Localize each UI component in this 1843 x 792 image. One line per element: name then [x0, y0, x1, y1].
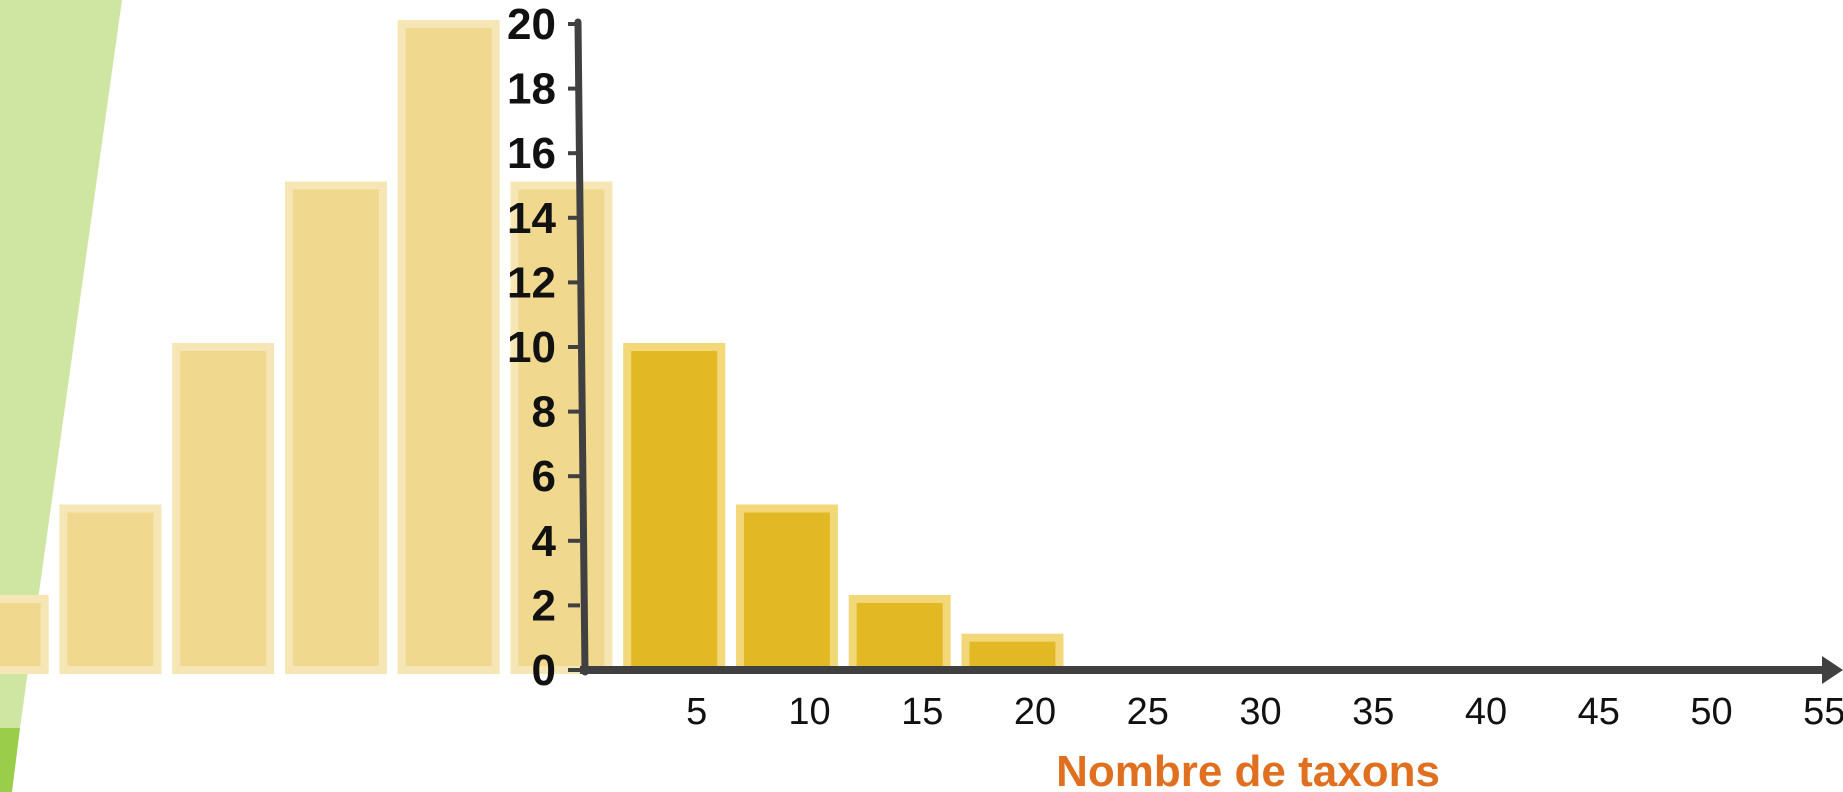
bar-1 [623, 343, 726, 674]
bar-4 [961, 633, 1064, 675]
bar-2 [735, 504, 838, 674]
x-tick-label-5: 5 [686, 691, 707, 733]
bar-3 [848, 594, 951, 674]
faded-bar-1 [0, 594, 49, 674]
y-tick-label-14: 14 [507, 194, 556, 243]
x-axis-ticks: 5 10 15 20 25 30 35 40 45 50 55 [686, 691, 1843, 733]
x-tick-label-50: 50 [1690, 691, 1732, 733]
x-tick-label-25: 25 [1127, 691, 1169, 733]
x-tick-label-20: 20 [1014, 691, 1056, 733]
faded-bar-6 [510, 181, 613, 674]
decoration-layer [0, 0, 122, 792]
faded-bar-3 [172, 343, 275, 674]
y-tick-label-20: 20 [507, 0, 556, 49]
x-axis-arrowhead [1822, 656, 1843, 684]
y-tick-label-4: 4 [532, 517, 557, 566]
y-tick-label-0: 0 [532, 646, 556, 695]
faded-bars [0, 20, 613, 674]
y-tick-label-16: 16 [507, 129, 556, 178]
x-tick-label-35: 35 [1352, 691, 1394, 733]
green-wedge-accent [0, 728, 20, 792]
y-tick-label-8: 8 [532, 388, 556, 437]
x-tick-label-45: 45 [1578, 691, 1620, 733]
axes [574, 18, 1843, 684]
y-axis-line [574, 18, 589, 676]
y-tick-label-12: 12 [507, 258, 556, 307]
green-wedge [0, 0, 122, 728]
faded-bar-5 [397, 20, 500, 674]
x-tick-label-30: 30 [1239, 691, 1281, 733]
y-tick-label-6: 6 [532, 452, 556, 501]
y-axis-ticks: 0 2 4 6 8 10 12 14 16 18 20 [507, 0, 580, 695]
x-tick-label-15: 15 [901, 691, 943, 733]
x-axis-title: Nombre de taxons [1056, 747, 1440, 792]
faded-bar-4 [284, 181, 387, 674]
x-tick-label-10: 10 [788, 691, 830, 733]
y-tick-label-10: 10 [507, 323, 556, 372]
y-tick-label-2: 2 [532, 581, 556, 630]
x-tick-label-40: 40 [1465, 691, 1507, 733]
bars [623, 343, 1064, 675]
x-tick-label-55: 55 [1803, 691, 1843, 733]
faded-bar-2 [59, 504, 162, 674]
y-tick-label-18: 18 [507, 65, 556, 114]
